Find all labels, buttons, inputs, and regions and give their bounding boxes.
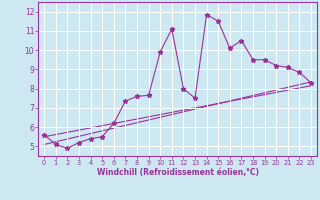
X-axis label: Windchill (Refroidissement éolien,°C): Windchill (Refroidissement éolien,°C) [97, 168, 259, 177]
